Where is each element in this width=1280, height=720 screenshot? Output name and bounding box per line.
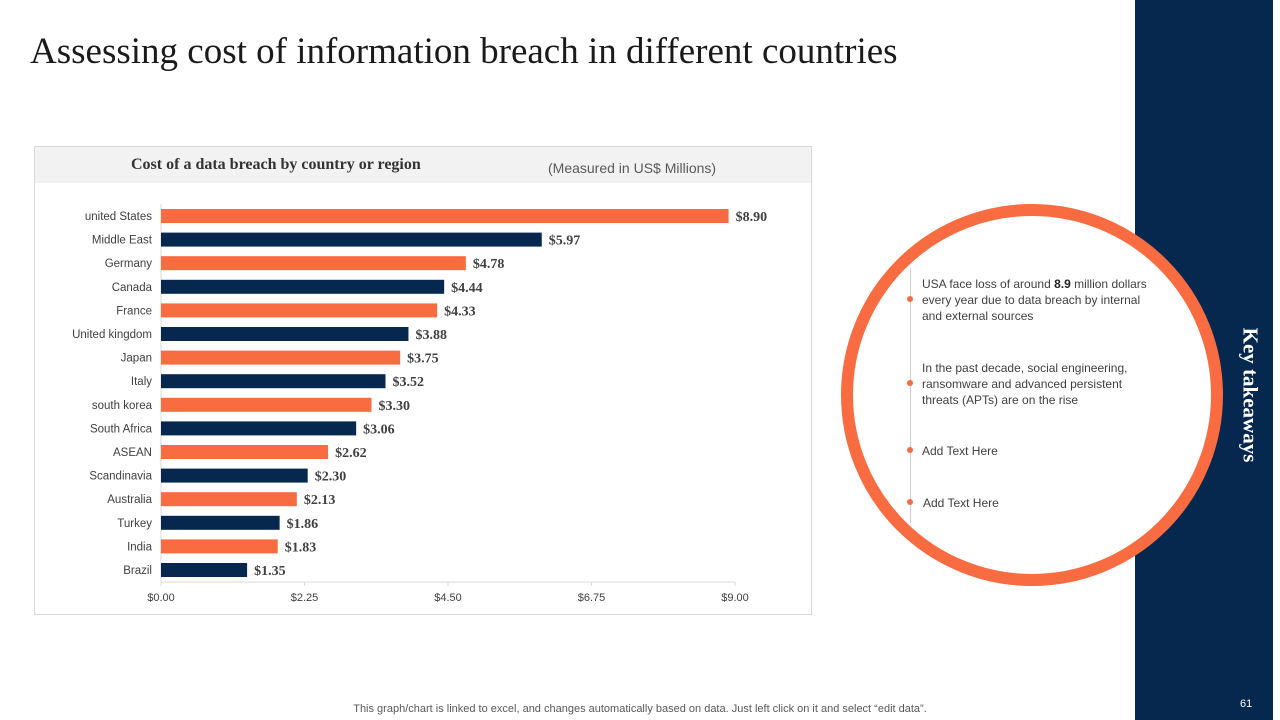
bar-italy	[161, 374, 386, 389]
timeline-line	[910, 268, 911, 523]
bar-france	[161, 303, 438, 318]
data-label: $2.13	[304, 493, 336, 508]
category-label: India	[127, 541, 153, 553]
x-tick-label: $4.50	[434, 592, 462, 604]
data-label: $4.78	[473, 257, 505, 272]
slide-title: Assessing cost of information breach in …	[30, 31, 898, 72]
takeaway-item: USA face loss of around 8.9 million doll…	[922, 276, 1162, 324]
key-takeaways-label: Key takeaways	[1238, 327, 1263, 463]
x-tick-label: $2.25	[291, 592, 319, 604]
takeaway-item: Add Text Here	[922, 443, 1162, 459]
category-label: Brazil	[123, 565, 152, 577]
bar-south-africa	[161, 421, 357, 436]
category-label: Scandinavia	[89, 471, 152, 483]
x-tick-label: $6.75	[578, 592, 606, 604]
bar-middle-east	[161, 232, 542, 247]
category-label: Italy	[131, 376, 152, 388]
bullet-dot	[907, 380, 913, 386]
data-label: $3.88	[415, 328, 447, 343]
category-label: united States	[85, 211, 152, 223]
bullet-dot	[907, 296, 913, 302]
data-label: $3.30	[378, 399, 410, 414]
takeaway-text: In the past decade, social engineering, …	[922, 361, 1128, 407]
bullet-dot	[907, 499, 913, 505]
bar-turkey	[161, 515, 280, 530]
bar-asean	[161, 445, 329, 459]
category-label: Australia	[107, 494, 152, 506]
bullet-dot	[907, 447, 913, 453]
chart-plot: $0.00 $2.25 $4.50 $6.75 $9.00 united States $8…	[72, 204, 768, 604]
chart-header: Cost of a data breach by country or regi…	[35, 147, 811, 183]
takeaway-text: Add Text Here	[923, 496, 999, 510]
bar-scandinavia	[161, 468, 308, 483]
page-number: 61	[1240, 698, 1253, 710]
bar-japan	[161, 350, 401, 365]
chart-title: Cost of a data breach by country or regi…	[131, 156, 421, 173]
category-label: South Africa	[90, 423, 153, 435]
takeaway-text: USA face loss of around	[922, 277, 1055, 291]
bar-chart[interactable]: Cost of a data breach by country or regi…	[34, 146, 812, 615]
data-label: $1.83	[285, 540, 317, 555]
category-label: Germany	[105, 258, 153, 270]
footnote: This graph/chart is linked to excel, and…	[0, 703, 1280, 715]
bar-canada	[161, 279, 445, 294]
data-label: $4.33	[444, 304, 476, 319]
category-label: France	[116, 305, 152, 317]
data-label: $1.86	[287, 517, 319, 532]
category-label: ASEAN	[113, 447, 152, 459]
data-label: $8.90	[736, 210, 768, 225]
bar-germany	[161, 256, 466, 271]
bar-australia	[161, 492, 297, 507]
takeaway-bold: 8.9	[1054, 277, 1071, 291]
data-label: $3.52	[392, 375, 424, 390]
bar-india	[161, 539, 278, 554]
category-label: south korea	[92, 400, 153, 412]
takeaway-item: Add Text Here	[923, 495, 1163, 511]
data-label: $2.30	[315, 470, 347, 485]
data-label: $3.75	[407, 352, 439, 367]
data-label: $3.06	[363, 422, 395, 437]
category-label: Turkey	[117, 518, 152, 530]
bar-brazil	[161, 563, 248, 577]
bar-south-korea	[161, 397, 372, 412]
takeaway-text: million dollars every year due to data b…	[922, 277, 1147, 323]
category-label: United kingdom	[72, 329, 152, 341]
bar-united-states	[161, 209, 729, 223]
data-label: $4.44	[451, 281, 483, 296]
takeaway-item: In the past decade, social engineering, …	[922, 360, 1147, 408]
category-label: Japan	[121, 353, 152, 365]
data-label: $1.35	[254, 564, 286, 579]
category-label: Canada	[112, 282, 153, 294]
bar-united-kingdom	[161, 327, 409, 341]
x-tick-label: $0.00	[147, 592, 175, 604]
data-label: $5.97	[549, 234, 581, 249]
chart-subtitle: (Measured in US$ Millions)	[548, 160, 717, 176]
takeaway-text: Add Text Here	[922, 444, 998, 458]
footnote-text: This graph/chart is linked to excel, and…	[353, 703, 927, 715]
data-label: $2.62	[335, 446, 367, 461]
x-tick-label: $9.00	[721, 592, 749, 604]
category-label: Middle East	[92, 235, 153, 247]
